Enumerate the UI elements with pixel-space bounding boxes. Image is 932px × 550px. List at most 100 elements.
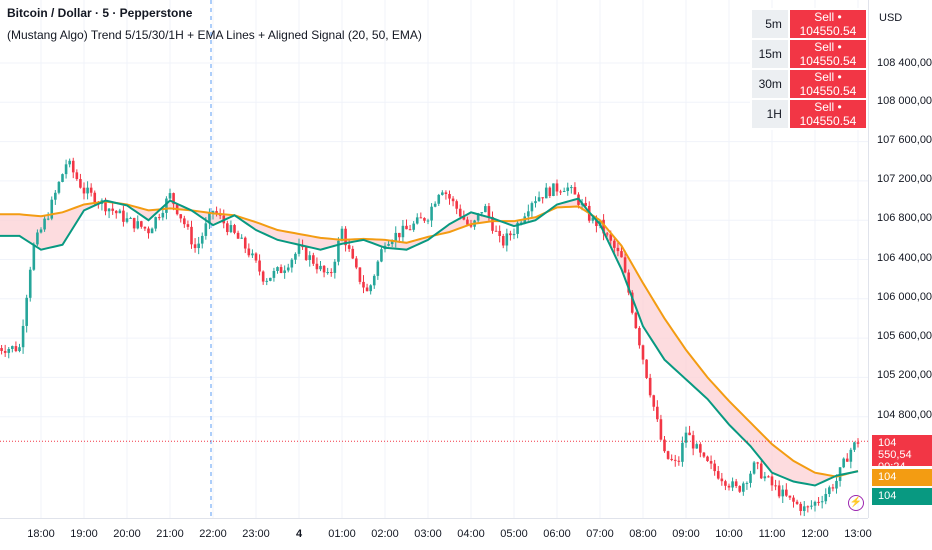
timeframe-label: 5m bbox=[750, 8, 790, 40]
candle-up bbox=[240, 237, 243, 239]
candle-up bbox=[749, 473, 752, 483]
candle-down bbox=[448, 194, 451, 199]
candle-down bbox=[114, 210, 118, 214]
candle-up bbox=[433, 203, 437, 207]
candle-down bbox=[785, 489, 788, 496]
candle-up bbox=[516, 222, 519, 234]
time-tick: 10:00 bbox=[715, 528, 743, 540]
price-tick: 108 400,00 bbox=[877, 57, 932, 69]
candle-up bbox=[204, 223, 208, 236]
ema50-line bbox=[0, 200, 859, 478]
candle-down bbox=[716, 471, 720, 479]
candle-up bbox=[695, 444, 699, 449]
candle-down bbox=[466, 219, 469, 225]
price-axis[interactable]: USD 108 400,00 108 000,00 107 600,00 107… bbox=[868, 0, 932, 518]
candle-down bbox=[759, 463, 763, 479]
candle-up bbox=[820, 501, 824, 503]
candle-down bbox=[451, 198, 455, 202]
chart-area[interactable]: Bitcoin / Dollar · 5 · Pepperstone (Must… bbox=[0, 0, 868, 518]
candle-up bbox=[853, 442, 856, 450]
candle-up bbox=[380, 249, 383, 262]
candle-down bbox=[673, 459, 677, 461]
candle-up bbox=[290, 259, 294, 268]
candle-up bbox=[7, 348, 11, 353]
candle-down bbox=[616, 247, 620, 252]
timeframe-label: 15m bbox=[750, 38, 790, 70]
time-tick: 13:00 bbox=[844, 528, 872, 540]
candle-down bbox=[132, 217, 136, 229]
candle-down bbox=[111, 208, 114, 211]
candle-up bbox=[390, 241, 394, 245]
candle-down bbox=[347, 245, 351, 249]
candle-down bbox=[630, 292, 634, 313]
lightning-icon[interactable]: ⚡ bbox=[848, 495, 864, 511]
price-chart[interactable] bbox=[0, 0, 868, 518]
candle-up bbox=[326, 272, 329, 274]
candle-down bbox=[738, 486, 742, 492]
price-tick: 107 600,00 bbox=[877, 134, 932, 146]
candle-down bbox=[322, 265, 326, 273]
time-axis[interactable]: 18:00 19:00 20:00 21:00 22:00 23:00 4 01… bbox=[0, 518, 872, 550]
candle-down bbox=[491, 216, 494, 231]
candle-up bbox=[294, 253, 297, 260]
candle-up bbox=[505, 233, 509, 246]
candle-up bbox=[387, 244, 390, 246]
candle-up bbox=[430, 206, 433, 221]
candle-up bbox=[197, 243, 200, 249]
candle-down bbox=[186, 224, 190, 227]
candle-down bbox=[89, 187, 93, 193]
candle-down bbox=[634, 312, 638, 329]
candle-down bbox=[233, 225, 236, 233]
candle-up bbox=[731, 481, 734, 488]
candle-down bbox=[455, 201, 458, 209]
candle-up bbox=[337, 240, 340, 262]
candle-down bbox=[247, 248, 251, 256]
candle-down bbox=[659, 419, 663, 440]
candle-down bbox=[638, 328, 641, 346]
sell-signal-cell: Sell • 104550.54 bbox=[787, 68, 868, 100]
candle-up bbox=[519, 222, 523, 224]
candle-down bbox=[602, 219, 605, 234]
candle-up bbox=[484, 206, 487, 213]
time-tick: 07:00 bbox=[586, 528, 614, 540]
candle-up bbox=[684, 432, 688, 443]
candle-down bbox=[795, 501, 799, 504]
candle-up bbox=[527, 211, 530, 217]
candle-down bbox=[584, 202, 587, 206]
candle-down bbox=[258, 260, 261, 272]
candle-up bbox=[297, 245, 301, 254]
symbol-title[interactable]: Bitcoin / Dollar · 5 · Pepperstone bbox=[7, 6, 193, 20]
candle-up bbox=[50, 199, 54, 219]
candle-down bbox=[641, 345, 645, 360]
time-tick: 18:00 bbox=[27, 528, 55, 540]
candle-up bbox=[537, 197, 541, 202]
candle-up bbox=[21, 325, 25, 348]
price-tick: 108 000,00 bbox=[877, 95, 932, 107]
time-tick: 19:00 bbox=[70, 528, 98, 540]
candle-down bbox=[691, 435, 695, 449]
candle-down bbox=[727, 485, 731, 488]
time-tick: 21:00 bbox=[156, 528, 184, 540]
candle-up bbox=[25, 297, 28, 326]
candle-down bbox=[398, 232, 401, 238]
candle-up bbox=[68, 160, 71, 165]
candle-down bbox=[458, 208, 462, 217]
candle-down bbox=[509, 233, 512, 236]
indicator-title[interactable]: (Mustang Algo) Trend 5/15/30/1H + EMA Li… bbox=[7, 28, 422, 42]
time-tick: 09:00 bbox=[672, 528, 700, 540]
candle-up bbox=[129, 217, 132, 219]
candle-down bbox=[555, 183, 559, 192]
candle-up bbox=[36, 232, 39, 245]
candle-down bbox=[498, 230, 501, 236]
candle-down bbox=[14, 346, 18, 352]
candle-up bbox=[18, 347, 21, 352]
candle-down bbox=[770, 476, 774, 486]
candle-down bbox=[140, 221, 143, 227]
candle-down bbox=[806, 506, 810, 508]
candle-down bbox=[93, 192, 97, 204]
time-tick: 05:00 bbox=[500, 528, 528, 540]
candle-down bbox=[856, 442, 860, 444]
price-tick: 107 200,00 bbox=[877, 173, 932, 185]
candle-down bbox=[469, 224, 473, 227]
currency-label[interactable]: USD bbox=[879, 12, 903, 24]
